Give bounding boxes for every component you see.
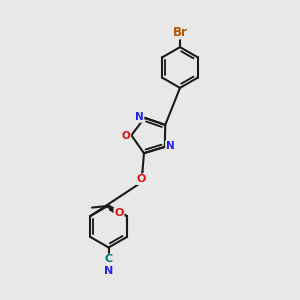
Text: O: O — [137, 174, 146, 184]
Text: O: O — [114, 208, 124, 218]
Text: N: N — [166, 141, 175, 151]
Text: C: C — [104, 254, 113, 265]
Text: N: N — [104, 266, 113, 276]
Text: Br: Br — [172, 26, 188, 39]
Text: N: N — [135, 112, 143, 122]
Text: O: O — [122, 131, 130, 141]
